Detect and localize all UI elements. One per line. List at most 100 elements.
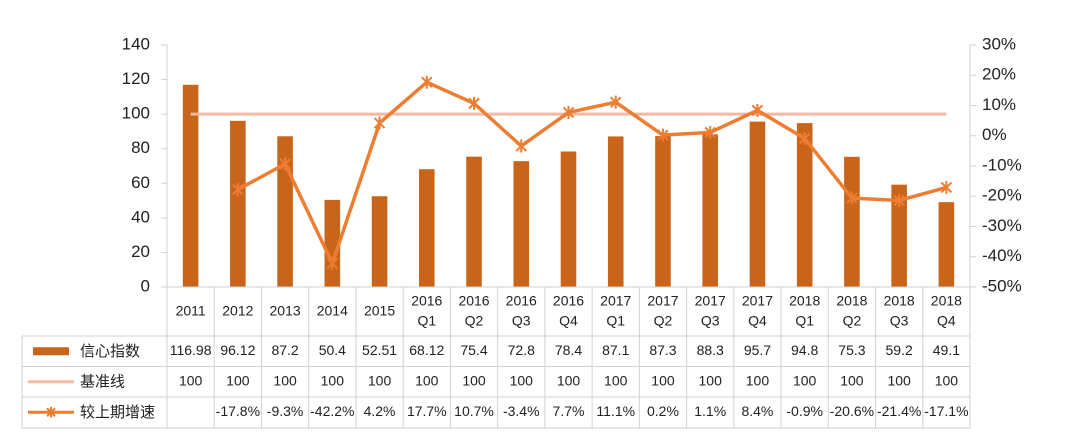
category-label: Q2 xyxy=(843,313,862,329)
category-label: 2011 xyxy=(176,303,206,319)
data-label: 100 xyxy=(462,372,486,388)
legend-label: 较上期增速 xyxy=(80,403,155,421)
left-tick-label: 80 xyxy=(131,138,150,157)
category-label: 2015 xyxy=(364,303,395,319)
bar xyxy=(560,151,577,287)
data-label: 96.12 xyxy=(220,342,255,358)
bar xyxy=(466,156,482,287)
growth-rate-point xyxy=(751,103,764,117)
data-label: -21.4% xyxy=(877,403,921,419)
category-label: Q1 xyxy=(795,313,814,329)
data-label: 75.3 xyxy=(838,342,865,358)
category-label: Q4 xyxy=(559,313,578,329)
legend-key-bar xyxy=(33,347,69,356)
left-tick-label: 120 xyxy=(122,69,150,88)
bar xyxy=(891,184,907,287)
category-label: 2017 xyxy=(647,293,678,309)
bar xyxy=(844,156,860,287)
data-label: 100 xyxy=(935,372,959,388)
bar xyxy=(230,120,246,287)
data-label: 72.8 xyxy=(508,342,535,358)
data-label: 100 xyxy=(415,372,439,388)
growth-rate-point xyxy=(468,96,480,110)
bar xyxy=(796,123,813,287)
data-label: 100 xyxy=(887,372,911,388)
growth-rate-point xyxy=(846,191,858,205)
data-label: 100 xyxy=(651,372,675,388)
category-label: 2018 xyxy=(836,293,867,309)
growth-rate-point xyxy=(421,75,433,89)
growth-rate-point xyxy=(279,157,291,171)
growth-rate-point xyxy=(893,193,905,207)
category-label: 2017 xyxy=(695,293,726,309)
data-label: 100 xyxy=(746,372,770,388)
data-label: 4.2% xyxy=(364,403,396,419)
data-label: 68.12 xyxy=(409,342,444,358)
data-label: 100 xyxy=(368,372,392,388)
data-label: 50.4 xyxy=(319,342,346,358)
category-label: Q2 xyxy=(465,313,484,329)
category-label: Q4 xyxy=(937,313,956,329)
bar xyxy=(371,196,388,287)
growth-rate-point xyxy=(515,139,527,153)
category-label: Q4 xyxy=(748,313,767,329)
category-label: 2017 xyxy=(600,293,631,309)
left-tick-label: 100 xyxy=(122,104,150,123)
category-label: 2018 xyxy=(789,293,820,309)
data-label: 100 xyxy=(840,372,864,388)
data-label: 100 xyxy=(604,372,628,388)
legend-key-marker xyxy=(46,407,56,418)
data-label: -9.3% xyxy=(267,403,304,419)
left-tick-label: 140 xyxy=(122,34,150,53)
right-tick-label: 20% xyxy=(982,65,1016,84)
bar xyxy=(702,134,718,287)
left-tick-label: 40 xyxy=(131,207,150,226)
bar xyxy=(513,161,530,287)
category-label: Q3 xyxy=(890,313,909,329)
bar xyxy=(938,202,955,287)
data-label: 17.7% xyxy=(407,403,447,419)
right-tick-label: 10% xyxy=(982,95,1016,114)
category-label: Q1 xyxy=(417,313,436,329)
data-label: 95.7 xyxy=(744,342,771,358)
growth-rate-point xyxy=(704,125,716,139)
data-label: 87.1 xyxy=(602,342,629,358)
category-label: 2018 xyxy=(884,293,915,309)
data-label: 88.3 xyxy=(697,342,724,358)
data-label: 1.1% xyxy=(694,403,726,419)
growth-rate-point xyxy=(373,116,386,130)
growth-rate-point xyxy=(657,128,669,142)
category-label: Q1 xyxy=(606,313,625,329)
growth-rate-line xyxy=(237,80,947,266)
data-label: 10.7% xyxy=(454,403,494,419)
category-label: 2018 xyxy=(931,293,962,309)
category-label: Q3 xyxy=(512,313,531,329)
data-label: 116.98 xyxy=(170,342,212,358)
data-label: 52.51 xyxy=(362,342,397,358)
data-label: -20.6% xyxy=(830,403,874,419)
data-label: 87.2 xyxy=(271,342,298,358)
data-label: 87.3 xyxy=(649,342,676,358)
right-tick-label: -30% xyxy=(982,216,1022,235)
bar xyxy=(182,84,199,287)
growth-rate-point xyxy=(232,183,244,197)
data-label: 100 xyxy=(510,372,534,388)
data-label: 75.4 xyxy=(460,342,487,358)
data-label: 100 xyxy=(699,372,723,388)
data-label: 7.7% xyxy=(553,403,585,419)
category-label: 2016 xyxy=(506,293,537,309)
right-tick-label: 0% xyxy=(982,125,1007,144)
growth-rate-point xyxy=(940,180,953,194)
left-tick-label: 0 xyxy=(141,276,150,295)
growth-rate-point xyxy=(326,256,339,270)
growth-rate-point xyxy=(610,95,622,109)
data-label: 100 xyxy=(557,372,581,388)
bar xyxy=(655,136,671,287)
data-label: 8.4% xyxy=(741,403,773,419)
bar xyxy=(607,136,624,287)
category-label: Q3 xyxy=(701,313,720,329)
data-label: 100 xyxy=(793,372,817,388)
bar xyxy=(749,121,766,287)
right-tick-label: -20% xyxy=(982,186,1022,205)
